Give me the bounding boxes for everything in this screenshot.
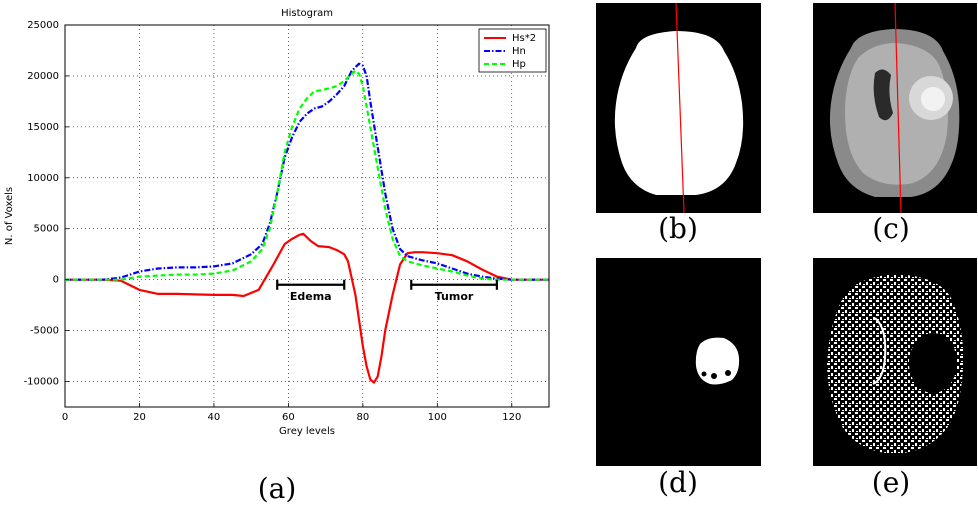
y-tick-label: -5000 xyxy=(30,326,59,337)
series-line-1 xyxy=(65,62,549,281)
x-tick-label: 120 xyxy=(502,412,521,423)
y-axis-label: N. of Voxels xyxy=(4,187,15,245)
y-tick-label: 15000 xyxy=(27,122,59,133)
caption-d: (d) xyxy=(658,466,698,499)
annotation-label-1: Tumor xyxy=(435,290,474,303)
x-tick-label: 80 xyxy=(356,412,369,423)
midline-marker xyxy=(675,3,685,213)
brain-mask-graphic xyxy=(614,3,744,213)
annotation-label-0: Edema xyxy=(290,290,332,303)
tick-labels: 0 20 40 60 80 100 120 -10000 -5000 0 5000 10000 1500… xyxy=(24,20,522,423)
y-tick-label: 5000 xyxy=(34,224,59,235)
data-series xyxy=(65,62,549,384)
caption-b: (b) xyxy=(658,212,698,245)
y-tick-label: -10000 xyxy=(24,377,59,388)
caption-c: (c) xyxy=(872,212,910,245)
edema-map-graphic xyxy=(827,274,964,454)
tumor-segmentation-graphic xyxy=(695,337,740,385)
legend-box xyxy=(478,28,547,73)
x-tick-label: 20 xyxy=(133,412,146,423)
y-tick-label: 0 xyxy=(53,275,59,286)
x-tick-label: 60 xyxy=(282,412,295,423)
legend: Hs*2 Hn Hp xyxy=(478,28,547,73)
series-line-0 xyxy=(65,232,549,384)
image-mri-slice xyxy=(813,3,977,213)
y-tick-label: 20000 xyxy=(27,71,59,82)
mri-slice-graphic xyxy=(829,3,960,213)
grid-lines xyxy=(65,24,549,407)
image-brain-mask xyxy=(596,3,761,213)
plot-area xyxy=(64,24,550,408)
legend-label-hs: Hs*2 xyxy=(512,33,536,44)
image-edema-map xyxy=(813,258,977,466)
caption-a: (a) xyxy=(257,472,297,505)
annotations: Edema Tumor xyxy=(276,279,498,303)
legend-label-hp: Hp xyxy=(512,59,526,70)
x-tick-label: 40 xyxy=(208,412,221,423)
x-axis-label: Grey levels xyxy=(279,426,335,437)
chart-title: Histogram xyxy=(281,8,333,19)
y-tick-label: 25000 xyxy=(27,20,59,31)
caption-e: (e) xyxy=(871,466,911,499)
x-tick-label: 0 xyxy=(62,412,68,423)
midline-marker xyxy=(894,3,902,213)
y-tick-label: 10000 xyxy=(27,173,59,184)
image-tumor-segmentation xyxy=(596,258,761,466)
legend-label-hn: Hn xyxy=(512,46,526,57)
x-tick-label: 100 xyxy=(428,412,447,423)
